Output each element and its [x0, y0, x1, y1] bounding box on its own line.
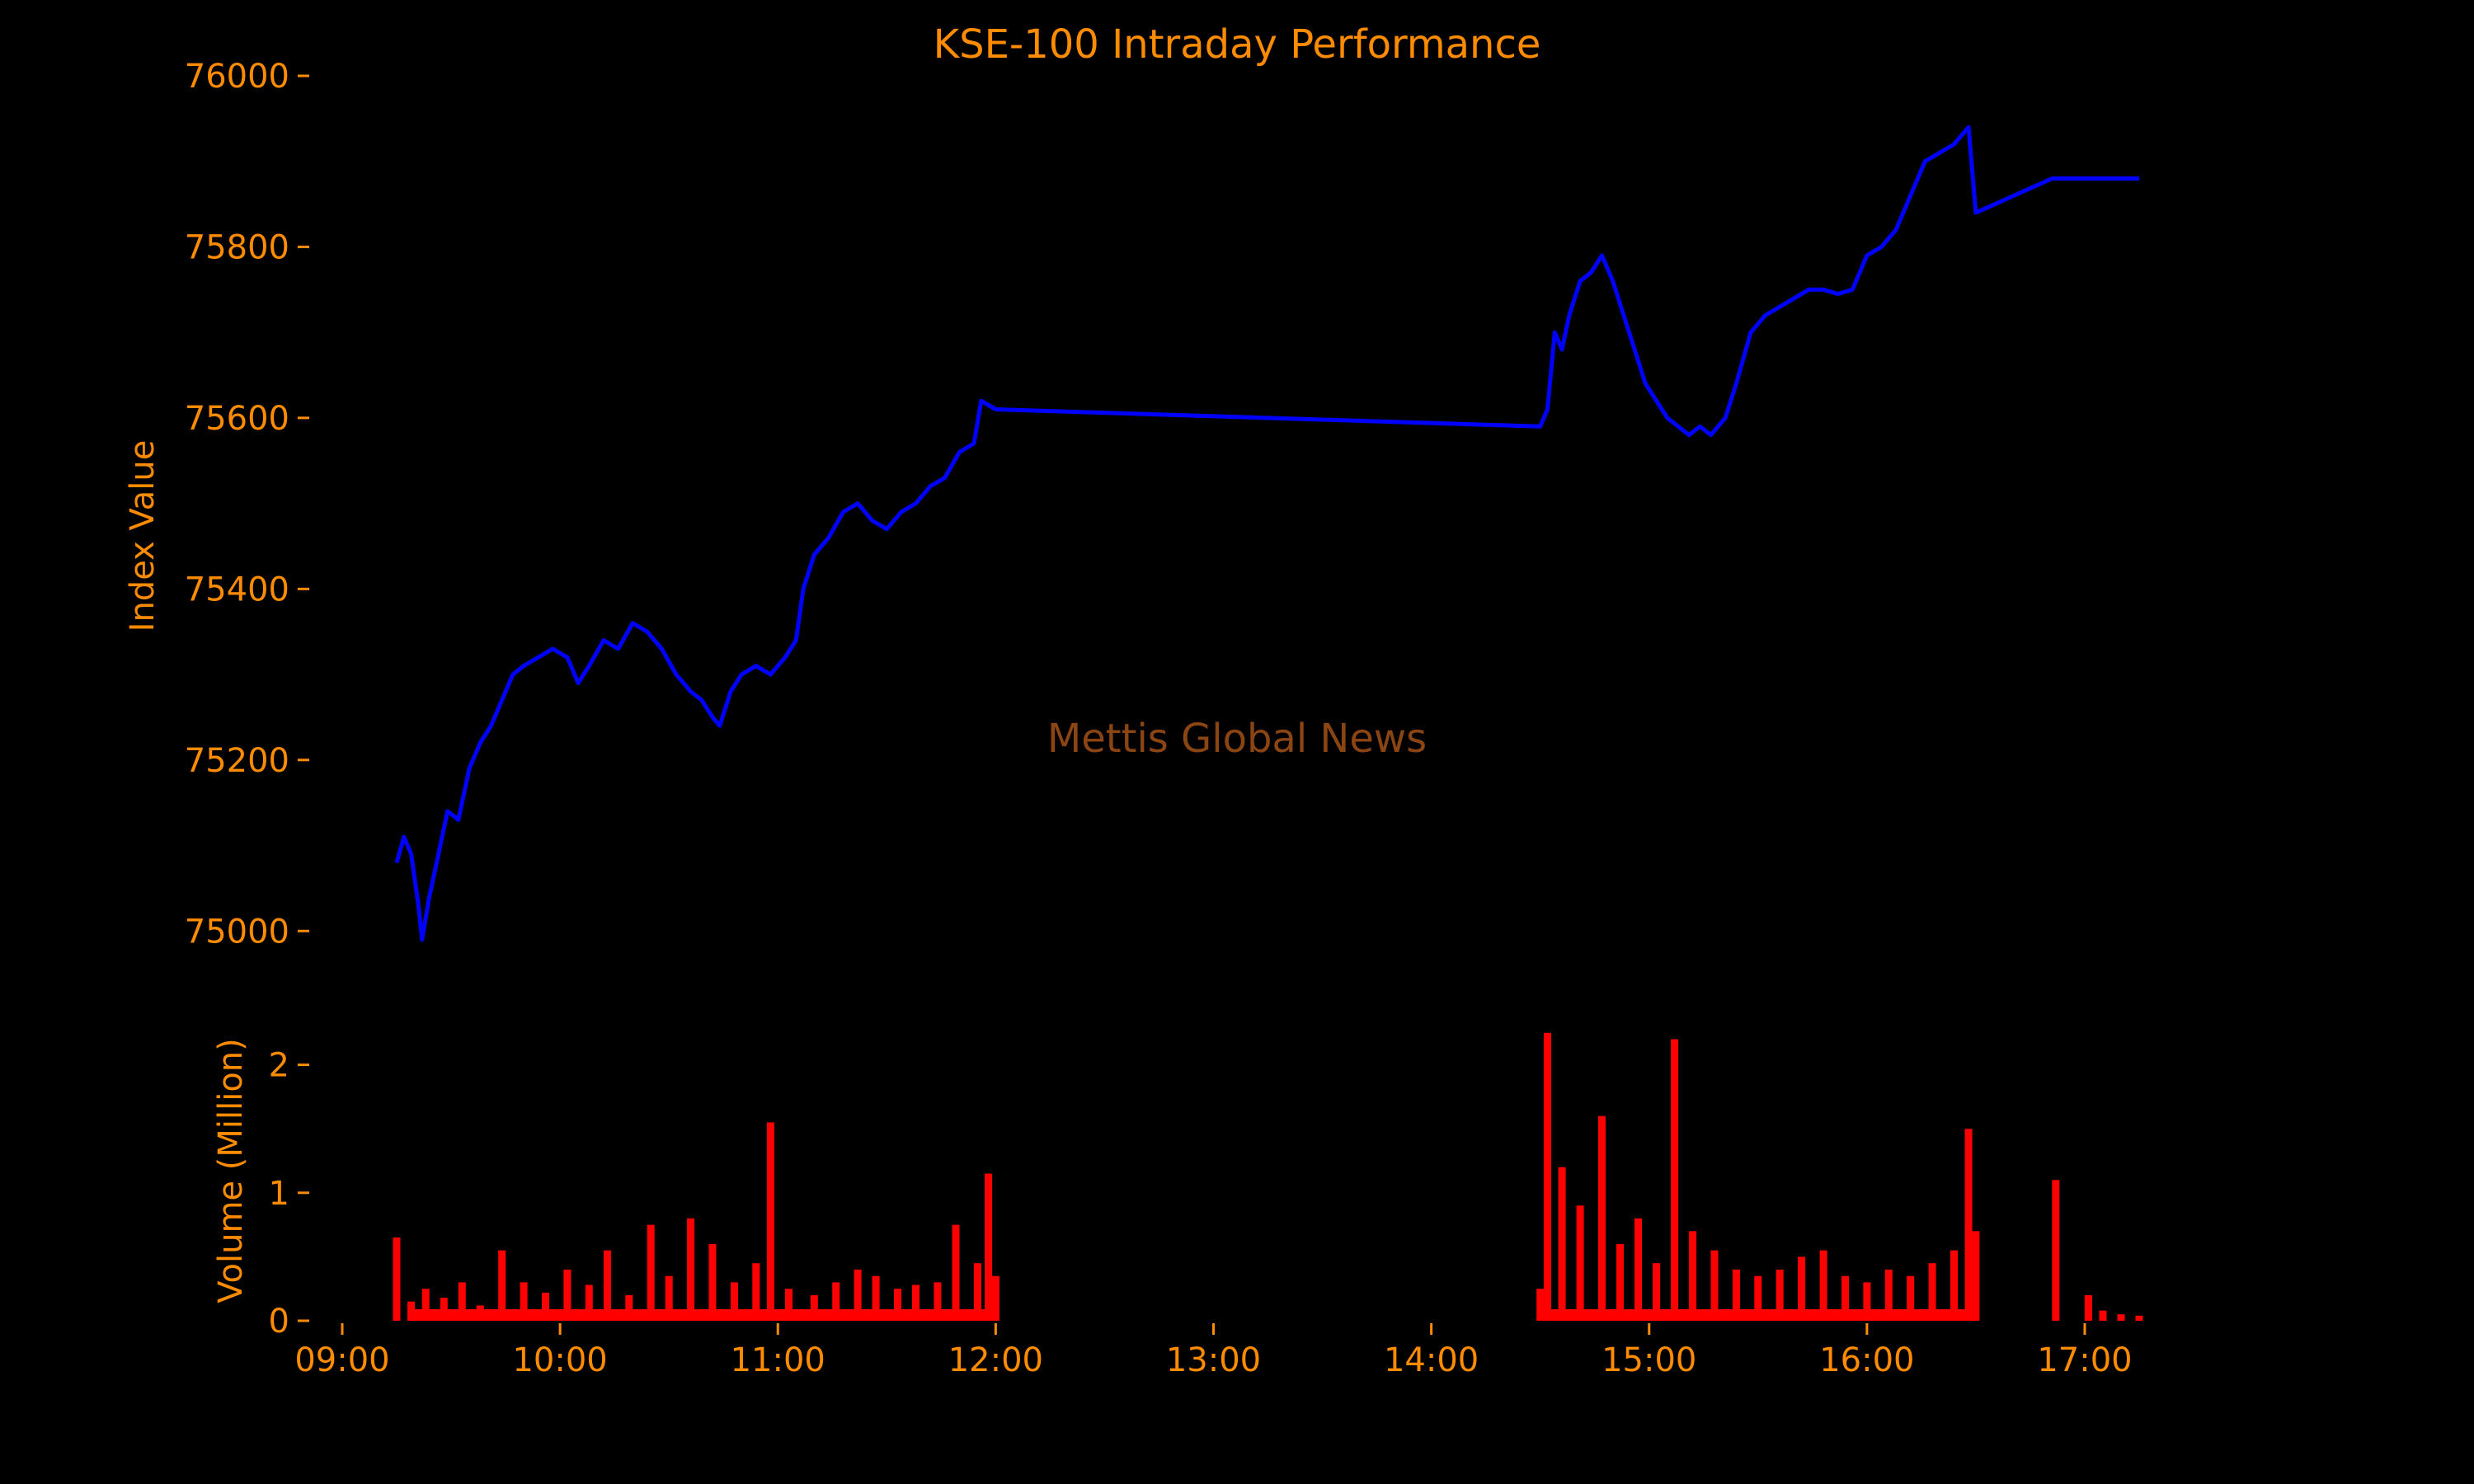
price-y-axis-label: Index Value: [124, 440, 162, 632]
volume-bar: [912, 1284, 920, 1321]
time-x-tick-label: 17:00: [2037, 1341, 2132, 1379]
volume-bar: [563, 1269, 571, 1321]
volume-bar: [872, 1275, 880, 1321]
volume-bar: [1544, 1032, 1551, 1321]
volume-plot-group: 0 1 2: [269, 1032, 2143, 1341]
volume-bar: [2052, 1180, 2060, 1321]
volume-bar: [393, 1237, 401, 1321]
volume-bar: [1972, 1231, 1980, 1321]
time-axis-group: 09:00 10:00 11:00 12:00 13:00 14:00 15:00 16:00…: [294, 1323, 2133, 1379]
volume-bar: [952, 1224, 960, 1321]
volume-bar: [498, 1250, 506, 1321]
volume-bar: [973, 1263, 981, 1321]
volume-bar: [1798, 1256, 1806, 1321]
volume-bar: [1928, 1263, 1936, 1321]
volume-bar: [1558, 1167, 1566, 1321]
volume-bar: [1819, 1250, 1827, 1321]
price-y-tick-label: 75400: [185, 571, 289, 608]
volume-bar: [458, 1282, 466, 1321]
volume-bar: [2117, 1314, 2125, 1321]
volume-bar: [854, 1269, 862, 1321]
price-plot-group: 75000 75200 75400 75600 75800 76000: [185, 58, 2139, 951]
volume-bar: [625, 1295, 633, 1321]
volume-bar: [2135, 1315, 2143, 1321]
volume-bar: [785, 1289, 793, 1321]
price-y-tick-label: 75800: [185, 228, 289, 266]
price-y-tick-label: 75600: [185, 400, 289, 438]
volume-bar: [1732, 1269, 1740, 1321]
volume-bar: [766, 1122, 774, 1321]
volume-bar: [1710, 1250, 1719, 1321]
volume-session-base: [407, 1309, 996, 1321]
volume-bar: [1536, 1289, 1545, 1321]
time-x-tick-label: 10:00: [512, 1341, 607, 1379]
volume-bar: [1907, 1275, 1915, 1321]
volume-bar: [1576, 1205, 1584, 1321]
volume-bar: [1950, 1250, 1958, 1321]
volume-bar: [1616, 1243, 1624, 1321]
volume-bar: [708, 1243, 717, 1321]
volume-bar: [1689, 1231, 1697, 1321]
time-x-tick-label: 15:00: [1602, 1341, 1696, 1379]
volume-bar: [730, 1282, 738, 1321]
time-x-tick-label: 16:00: [1819, 1341, 1914, 1379]
volume-bar: [894, 1289, 901, 1321]
volume-y-tick-label: 2: [269, 1047, 289, 1085]
volume-bar: [1634, 1218, 1642, 1321]
volume-bar: [1863, 1282, 1871, 1321]
time-x-tick-label: 11:00: [731, 1341, 825, 1379]
index-value-line: [394, 124, 2139, 942]
chart-title: KSE-100 Intraday Performance: [934, 21, 1541, 68]
time-x-tick-label: 09:00: [294, 1341, 389, 1379]
volume-bar: [752, 1263, 760, 1321]
price-y-tick-label: 75200: [185, 742, 289, 780]
volume-y-tick-label: 0: [269, 1303, 289, 1341]
volume-bar: [687, 1218, 695, 1321]
volume-bar: [647, 1224, 655, 1321]
volume-bar: [934, 1282, 942, 1321]
time-x-tick-label: 13:00: [1166, 1341, 1261, 1379]
volume-bar: [542, 1292, 549, 1321]
volume-bar: [585, 1284, 593, 1321]
volume-bar: [665, 1275, 673, 1321]
volume-bar: [520, 1282, 528, 1321]
volume-bar: [1671, 1039, 1679, 1321]
time-x-tick-label: 12:00: [948, 1341, 1043, 1379]
volume-bar: [603, 1250, 611, 1321]
volume-bar: [2099, 1310, 2107, 1321]
volume-bar: [1841, 1275, 1849, 1321]
volume-bar: [1776, 1269, 1784, 1321]
volume-bar: [991, 1275, 999, 1321]
volume-bar: [1754, 1275, 1762, 1321]
volume-bar: [1964, 1129, 1973, 1321]
volume-bar: [2084, 1295, 2092, 1321]
volume-session-base: [1547, 1309, 1976, 1321]
volume-bar: [1884, 1269, 1893, 1321]
volume-y-axis-label: Volume (Million): [212, 1038, 250, 1303]
price-y-tick-label: 75000: [185, 913, 289, 951]
volume-bar: [832, 1282, 840, 1321]
volume-y-tick-label: 1: [269, 1175, 289, 1213]
price-y-tick-label: 76000: [185, 58, 289, 96]
volume-bar: [1653, 1263, 1661, 1321]
watermark-text: Mettis Global News: [1047, 716, 1427, 762]
volume-bar: [985, 1173, 993, 1321]
volume-bar: [1598, 1115, 1606, 1321]
volume-bar: [421, 1289, 430, 1321]
volume-bar: [810, 1295, 818, 1321]
time-x-tick-label: 14:00: [1384, 1341, 1479, 1379]
